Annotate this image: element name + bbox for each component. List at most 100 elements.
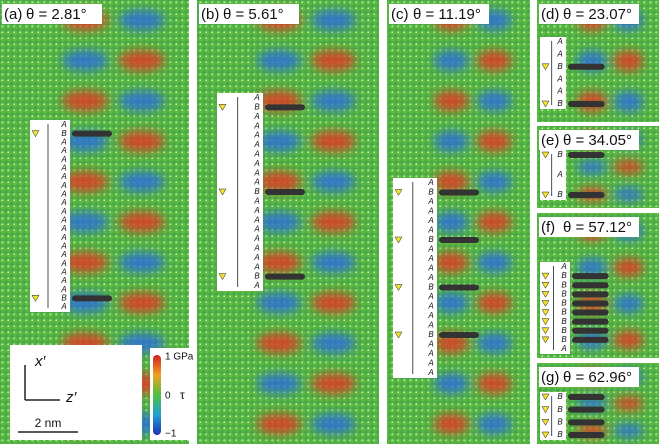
panel-tag: (f) <box>541 219 555 236</box>
stacking-letter: A <box>253 253 259 262</box>
stacking-letter: A <box>253 215 259 224</box>
stacking-letter: A <box>253 197 259 206</box>
stress-blob <box>257 50 301 70</box>
stacking-letter: B <box>561 317 567 326</box>
stacking-letter: A <box>60 267 66 276</box>
core-atoms <box>568 394 605 400</box>
stacking-letter: B <box>561 280 567 289</box>
stress-blob <box>434 91 468 111</box>
stacking-letter: A <box>427 226 433 235</box>
stress-blob <box>614 331 643 349</box>
stacking-letter: B <box>557 190 563 199</box>
colorbar: 1 GPa 0 τ −1 <box>150 348 194 440</box>
stacking-letter: A <box>253 178 259 187</box>
stacking-letter: B <box>561 308 567 317</box>
stacking-letter: B <box>557 99 563 108</box>
stacking-letter: B <box>254 187 260 196</box>
stress-blob <box>477 50 511 70</box>
stacking-letter: A <box>253 121 259 130</box>
stress-blob <box>434 212 468 232</box>
stacking-letter: A <box>427 340 433 349</box>
panel-label: (g)θ = 62.96° <box>539 367 639 387</box>
stacking-letter: A <box>427 302 433 311</box>
stress-blob <box>312 293 356 313</box>
stacking-letter: A <box>60 207 66 216</box>
stacking-letter: B <box>557 150 563 159</box>
core-atoms <box>572 337 609 343</box>
stacking-letter: A <box>60 233 66 242</box>
stress-blob <box>477 293 511 313</box>
stacking-letter: A <box>253 262 259 271</box>
stacking-letter: B <box>61 129 67 138</box>
stacking-letter: A <box>556 50 562 59</box>
stacking-letter: A <box>60 285 66 294</box>
stress-blob <box>312 50 356 70</box>
stress-blob <box>62 50 107 70</box>
stress-blob <box>312 414 356 434</box>
stress-blob <box>312 212 356 232</box>
panel-tag: (c) <box>391 6 409 23</box>
stacking-letter: A <box>427 207 433 216</box>
stress-blob <box>257 293 301 313</box>
colorbar-min: −1 <box>165 429 177 440</box>
stress-blob <box>312 10 356 30</box>
panel-angle: θ = 5.61° <box>223 6 284 23</box>
colorbar <box>153 355 161 435</box>
panel-label: (f)θ = 57.12° <box>539 217 639 237</box>
core-atoms <box>572 328 609 334</box>
stress-blob <box>614 51 643 71</box>
stacking-letter: A <box>427 254 433 263</box>
panel-label: (b)θ = 5.61° <box>199 4 299 24</box>
colorbar-symbol: τ <box>180 388 185 402</box>
core-atoms <box>568 407 605 413</box>
panel-tag: (g) <box>541 369 559 386</box>
stress-blob <box>614 295 643 313</box>
stacking-letter: A <box>253 281 259 290</box>
stress-blob <box>257 252 301 272</box>
stacking-letter: B <box>557 392 563 401</box>
stress-blob <box>119 293 164 313</box>
panel: ABAAAABAAAABAAAABAAAA(c)θ = 11.19° <box>387 0 530 444</box>
stacking-letter: A <box>556 37 562 46</box>
core-atoms <box>572 273 609 279</box>
stacking-letter: A <box>60 120 66 129</box>
core-atoms <box>568 432 605 438</box>
scale-bar-label: 2 nm <box>35 416 62 430</box>
stress-blob <box>614 188 643 202</box>
panel-angle: θ = 62.96° <box>563 369 632 386</box>
stacking-letter: A <box>556 87 562 96</box>
panel-angle: θ = 2.81° <box>26 6 87 23</box>
stress-blob <box>257 333 301 353</box>
stacking-letter: A <box>253 140 259 149</box>
stacking-letter: A <box>253 93 259 102</box>
stress-blob <box>119 10 164 30</box>
stress-blob <box>434 50 468 70</box>
stacking-letter: B <box>561 289 567 298</box>
stress-blob <box>434 414 468 434</box>
stress-blob <box>477 414 511 434</box>
z-axis-label: z′ <box>65 389 78 406</box>
stacking-letter: A <box>427 216 433 225</box>
core-atoms <box>72 295 112 301</box>
stress-blob <box>312 333 356 353</box>
stacking-letter: B <box>561 326 567 335</box>
panel-label: (a)θ = 2.81° <box>2 4 102 24</box>
stress-blob <box>119 172 164 192</box>
stacking-letter: A <box>253 244 259 253</box>
stacking-letter: A <box>427 311 433 320</box>
stacking-letter: A <box>560 344 566 353</box>
stacking-letter: B <box>254 272 260 281</box>
stacking-letter: B <box>254 103 260 112</box>
panel-angle: θ = 34.05° <box>563 132 632 149</box>
panel-tag: (b) <box>201 6 219 23</box>
atoms: ABAAAABAAAABAAAABAAAA <box>387 0 530 444</box>
stress-blob <box>477 172 511 192</box>
stacking-letter: A <box>60 250 66 259</box>
core-atoms <box>72 131 112 137</box>
stacking-letter: B <box>557 430 563 439</box>
stress-blob <box>614 160 643 174</box>
core-atoms <box>572 300 609 306</box>
stress-blob <box>434 373 468 393</box>
stress-blob <box>577 160 606 174</box>
